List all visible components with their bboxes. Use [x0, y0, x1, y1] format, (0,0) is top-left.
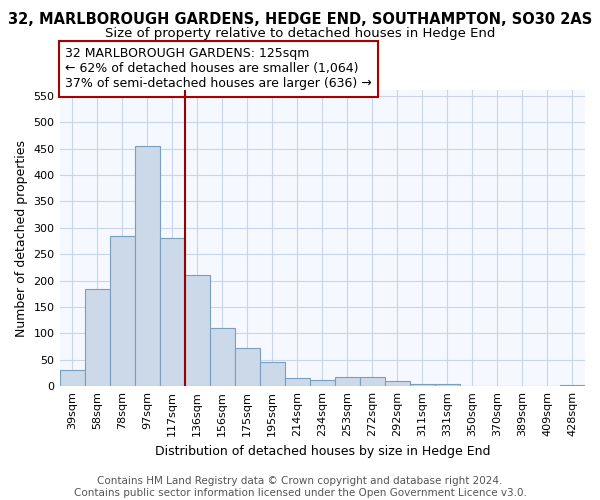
Bar — [285, 378, 310, 386]
Bar — [260, 362, 285, 386]
Text: 32 MARLBOROUGH GARDENS: 125sqm
← 62% of detached houses are smaller (1,064)
37% : 32 MARLBOROUGH GARDENS: 125sqm ← 62% of … — [65, 48, 371, 90]
Bar — [160, 238, 185, 386]
Bar — [235, 348, 260, 386]
Bar — [59, 370, 85, 386]
Bar — [185, 276, 209, 386]
Bar — [560, 384, 585, 386]
Bar — [110, 236, 134, 386]
Y-axis label: Number of detached properties: Number of detached properties — [15, 140, 28, 337]
Bar — [85, 288, 110, 386]
Bar — [134, 146, 160, 386]
Bar — [385, 382, 410, 386]
Text: Size of property relative to detached houses in Hedge End: Size of property relative to detached ho… — [105, 28, 495, 40]
Bar — [360, 376, 385, 386]
Text: Contains HM Land Registry data © Crown copyright and database right 2024.
Contai: Contains HM Land Registry data © Crown c… — [74, 476, 526, 498]
Text: 32, MARLBOROUGH GARDENS, HEDGE END, SOUTHAMPTON, SO30 2AS: 32, MARLBOROUGH GARDENS, HEDGE END, SOUT… — [8, 12, 592, 28]
Bar — [209, 328, 235, 386]
Bar — [410, 384, 435, 386]
X-axis label: Distribution of detached houses by size in Hedge End: Distribution of detached houses by size … — [155, 444, 490, 458]
Bar — [310, 380, 335, 386]
Bar — [335, 376, 360, 386]
Bar — [435, 384, 460, 386]
